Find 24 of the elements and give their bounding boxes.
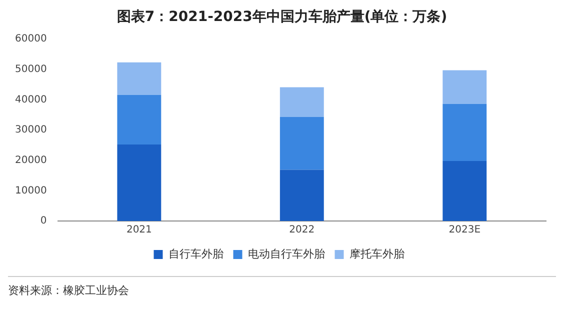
y-tick-label: 60000 — [15, 34, 47, 45]
bar — [117, 144, 162, 221]
bar — [280, 116, 324, 170]
legend-label: 摩托车外胎 — [349, 247, 404, 260]
bar — [117, 62, 162, 95]
bar — [442, 70, 487, 104]
x-tick-label: 2021 — [126, 224, 152, 236]
bar — [442, 160, 487, 221]
y-tick-label: 30000 — [15, 124, 47, 136]
chart-title: 图表7：2021-2023年中国力车胎产量(单位：万条) — [116, 8, 448, 26]
y-tick-label: 10000 — [15, 185, 47, 196]
x-tick-label: 2022 — [289, 224, 315, 236]
y-tick-label: 20000 — [15, 154, 47, 166]
y-tick-label: 0 — [40, 216, 47, 227]
legend-label: 电动自行车外胎 — [248, 247, 325, 260]
bar — [117, 94, 162, 145]
bar — [280, 87, 324, 117]
bar — [442, 104, 487, 161]
x-tick-label: 2023E — [448, 224, 481, 236]
bar — [280, 170, 324, 221]
legend-label: 自行车外胎 — [168, 247, 224, 260]
y-tick-label: 50000 — [15, 64, 47, 75]
y-tick-label: 40000 — [15, 94, 47, 106]
text: 资料来源：橡胶工业协会 — [8, 283, 130, 298]
